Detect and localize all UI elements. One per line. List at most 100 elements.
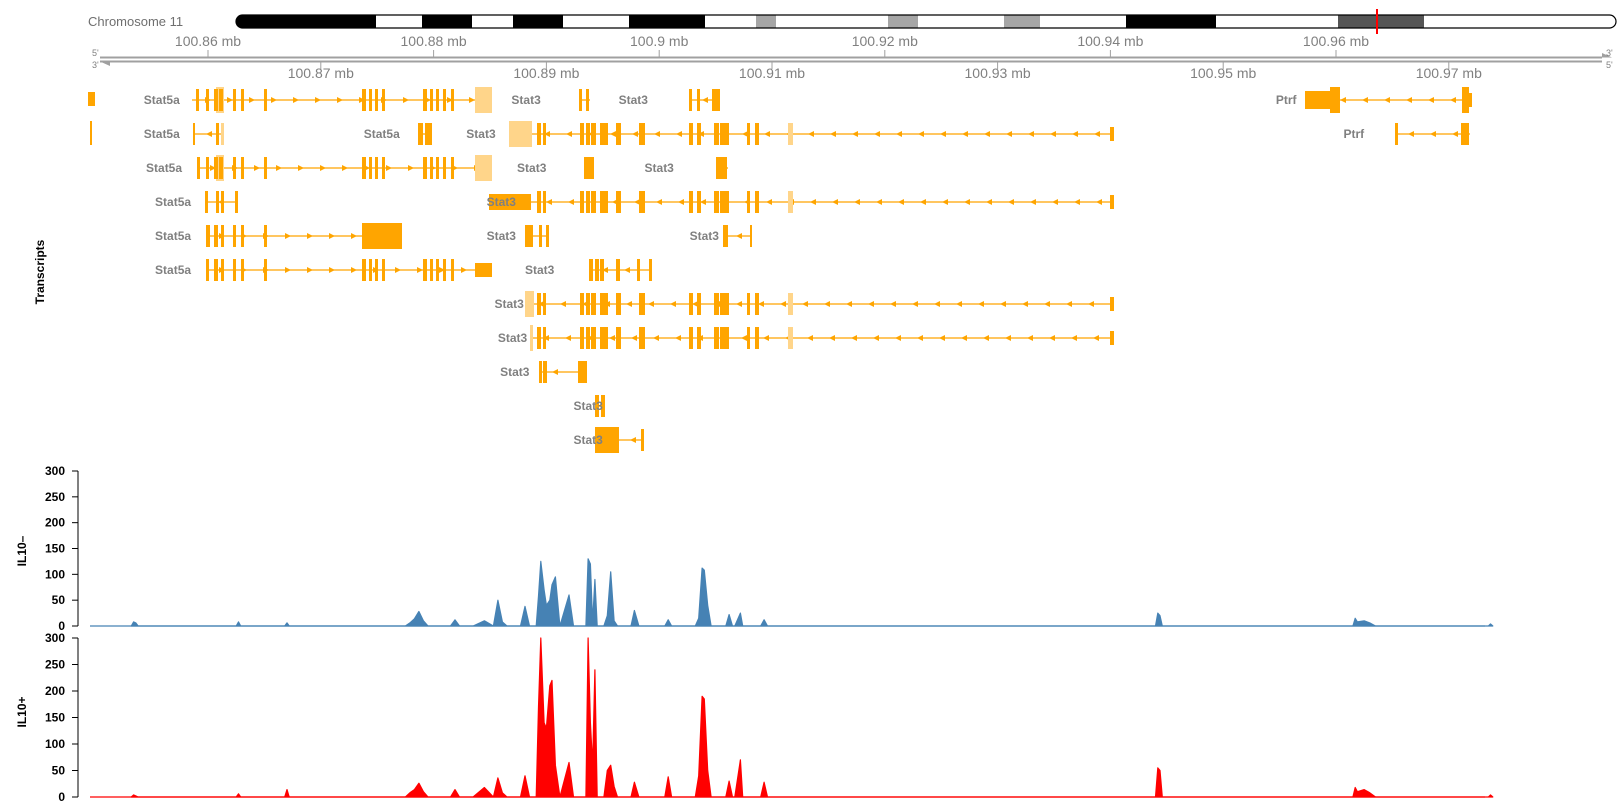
ideogram-bands xyxy=(236,15,1596,28)
strand-arrow xyxy=(802,301,808,307)
ideogram-band xyxy=(629,15,705,28)
transcript-exon xyxy=(601,395,605,417)
transcript-exon xyxy=(689,293,693,315)
transcript-exon xyxy=(219,157,223,179)
strand-arrow xyxy=(808,131,814,137)
strand-arrow xyxy=(566,131,572,137)
transcript-exon xyxy=(451,259,454,281)
strand-arrow xyxy=(874,131,880,137)
strand-arrow xyxy=(678,199,684,205)
transcript-exon xyxy=(221,123,224,145)
strand-arrow xyxy=(565,335,571,341)
ideogram-band xyxy=(1004,15,1040,28)
transcript-exon xyxy=(235,191,238,213)
transcript-label: Stat5a xyxy=(155,229,191,243)
transcript-exon xyxy=(382,89,385,111)
transcript-exon xyxy=(747,293,750,315)
y-axis-tick-label: 100 xyxy=(45,737,65,751)
transcript-model xyxy=(539,361,587,383)
transcript-exon xyxy=(591,293,596,315)
transcript-exon xyxy=(714,293,719,315)
strand-arrow xyxy=(736,233,742,239)
strand-arrow xyxy=(670,301,676,307)
transcript-exon xyxy=(206,225,210,247)
transcript-label: Stat5a xyxy=(144,93,180,107)
strand-arrow xyxy=(1044,301,1050,307)
strand-arrow xyxy=(1340,97,1346,103)
transcript-exon xyxy=(586,191,590,213)
transcript-exon xyxy=(579,89,582,111)
transcript-exon xyxy=(595,395,599,417)
strand-arrow xyxy=(940,131,946,137)
strand-arrow xyxy=(654,131,660,137)
strand-arrow xyxy=(386,165,392,171)
transcript-exon xyxy=(206,89,209,111)
transcript-exon xyxy=(525,291,534,317)
transcript-model xyxy=(525,291,1114,317)
strand-arrow xyxy=(832,199,838,205)
strand-arrow xyxy=(447,97,453,103)
transcript-exon xyxy=(616,327,621,349)
transcript-label: Ptrf xyxy=(1344,127,1366,141)
axis-bottom-ticks: 100.87 mb 100.89 mb 100.91 mb 100.93 mb 100.… xyxy=(288,62,1482,81)
transcript-model xyxy=(716,157,728,179)
transcript-exon xyxy=(537,293,541,315)
strand-arrow xyxy=(764,131,770,137)
transcript-exon xyxy=(369,89,372,111)
strand-arrow xyxy=(895,335,901,341)
transcript-exon xyxy=(720,293,729,315)
transcript-exon xyxy=(747,327,750,349)
strand-arrow xyxy=(624,267,630,273)
ideogram-band xyxy=(1338,15,1424,28)
strand-arrow xyxy=(461,267,467,273)
transcript-exon xyxy=(264,89,267,111)
transcript-exon xyxy=(543,123,546,145)
ideogram-band xyxy=(1040,15,1126,28)
transcript-exon xyxy=(720,327,729,349)
transcript-exon xyxy=(489,194,531,210)
transcript-exon xyxy=(639,293,645,315)
transcript-exon xyxy=(221,191,224,213)
strand-arrow xyxy=(917,335,923,341)
ideogram-band xyxy=(756,15,776,28)
transcript-model xyxy=(206,223,402,249)
transcript-label: Stat3 xyxy=(466,127,496,141)
strand-arrow xyxy=(741,335,747,341)
strand-arrow xyxy=(544,131,550,137)
transcript-exon xyxy=(430,157,433,179)
transcript-model xyxy=(525,225,549,247)
transcript-exon xyxy=(689,123,693,145)
transcript-exon xyxy=(436,89,439,111)
strand-arrow xyxy=(1406,97,1412,103)
axis-tick-label: 100.96 mb xyxy=(1303,33,1369,49)
strand-arrow xyxy=(898,199,904,205)
transcript-exon xyxy=(723,225,728,247)
transcript-exon xyxy=(241,259,244,281)
axis-tick-label: 100.9 mb xyxy=(630,33,689,49)
transcript-exon xyxy=(443,157,446,179)
ideogram-band xyxy=(513,15,563,28)
strand-arrow xyxy=(653,335,659,341)
strand-arrow xyxy=(552,369,558,375)
strand-arrow xyxy=(942,199,948,205)
transcript-model xyxy=(509,121,1114,147)
strand-arrow xyxy=(868,301,874,307)
transcript-exon xyxy=(241,225,244,247)
strand-arrow xyxy=(1408,131,1414,137)
transcript-exon xyxy=(1110,195,1114,209)
y-axis-tick-label: 0 xyxy=(58,790,65,804)
transcript-exon xyxy=(747,191,750,213)
strand-arrow xyxy=(873,335,879,341)
strand-arrow xyxy=(851,335,857,341)
transcript-exon xyxy=(543,327,546,349)
transcript-label: Stat3 xyxy=(690,229,720,243)
strand-arrow xyxy=(632,131,638,137)
y-axis-tick-label: 0 xyxy=(58,619,65,633)
strand-arrow xyxy=(1430,131,1436,137)
transcript-exon xyxy=(436,157,439,179)
strand-arrow xyxy=(1071,335,1077,341)
transcript-exon xyxy=(586,293,590,315)
transcript-exon xyxy=(375,259,378,281)
transcript-exon xyxy=(206,259,209,281)
strand-arrow xyxy=(736,301,742,307)
